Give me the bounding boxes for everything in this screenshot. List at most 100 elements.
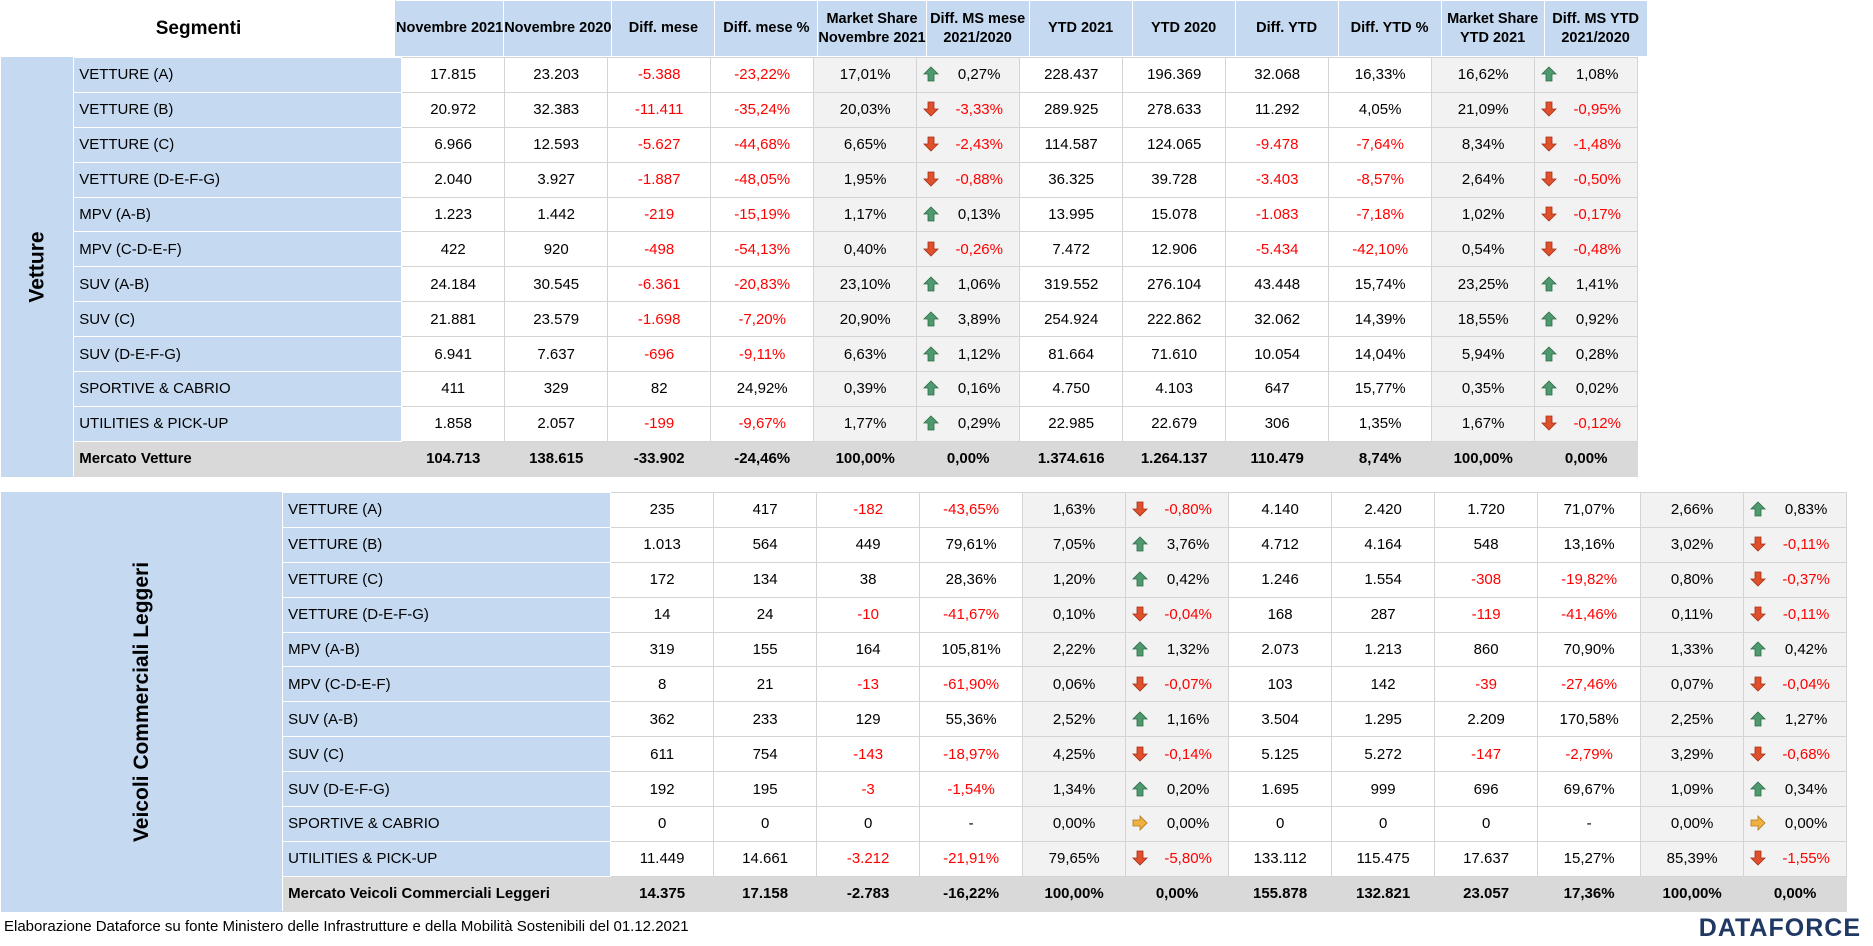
- arrow-down-icon: [1750, 536, 1767, 552]
- ms-diff-cell: -0,04%: [1743, 666, 1848, 703]
- col-header: Diff. MS YTD 2021/2020: [1543, 0, 1648, 57]
- value-cell: 15.078: [1122, 196, 1227, 233]
- ms-diff-value: -0,04%: [1782, 675, 1830, 693]
- ms-diff-cell: 0,27%: [916, 57, 1021, 93]
- ms-diff-cell: 1,41%: [1534, 266, 1639, 303]
- value-cell: 1.720: [1434, 492, 1539, 528]
- value-cell: -119: [1434, 596, 1539, 633]
- ms-diff-value: -0,95%: [1573, 101, 1621, 119]
- value-cell: 920: [504, 231, 609, 268]
- value-cell: 0,07%: [1640, 666, 1745, 703]
- value-cell: 1.442: [504, 196, 609, 233]
- ms-diff-value: 0,13%: [957, 206, 1001, 223]
- table-row: VETTURE (B) 1.013 564 449 79,61% 7,05% 3,76% 4.…: [2, 526, 1848, 563]
- ms-diff-value: -0,68%: [1782, 745, 1830, 763]
- value-cell: -18,97%: [919, 736, 1024, 773]
- value-cell: 17.815: [401, 57, 506, 93]
- value-cell: 21: [713, 666, 818, 703]
- value-cell: -7,18%: [1328, 196, 1433, 233]
- value-cell: 1.246: [1228, 561, 1333, 598]
- arrow-up-icon: [923, 345, 940, 361]
- total-value: 0,00%: [1743, 875, 1848, 912]
- arrow-down-icon: [1132, 746, 1149, 762]
- value-cell: 4.103: [1122, 371, 1227, 407]
- value-cell: 20,03%: [813, 91, 918, 128]
- value-cell: 2,25%: [1640, 701, 1745, 738]
- ms-diff-cell: 1,32%: [1125, 631, 1230, 668]
- ms-diff-cell: -0,37%: [1743, 561, 1848, 598]
- value-cell: 2.040: [401, 161, 506, 198]
- value-cell: -42,10%: [1328, 231, 1433, 268]
- value-cell: 22.679: [1122, 405, 1227, 442]
- value-cell: 196.369: [1122, 57, 1227, 93]
- value-cell: -5.627: [607, 126, 712, 163]
- value-cell: 20,90%: [813, 301, 918, 338]
- ms-diff-value: -0,11%: [1782, 536, 1830, 554]
- value-cell: 0,00%: [1640, 806, 1745, 842]
- value-cell: 1,63%: [1022, 492, 1127, 528]
- ms-diff-cell: 1,12%: [916, 336, 1021, 373]
- value-cell: 23,25%: [1431, 266, 1536, 303]
- value-cell: 55,36%: [919, 701, 1024, 738]
- value-cell: 24.184: [401, 266, 506, 303]
- value-cell: -182: [816, 492, 921, 528]
- ms-diff-value: 1,27%: [1784, 710, 1828, 728]
- value-cell: 14.661: [713, 840, 818, 877]
- value-cell: -9,11%: [710, 336, 815, 373]
- segment-name: UTILITIES & PICK-UP: [73, 405, 403, 442]
- value-cell: 23.579: [504, 301, 609, 338]
- value-cell: 329: [504, 371, 609, 407]
- value-cell: 319.552: [1019, 266, 1124, 303]
- value-cell: 564: [713, 526, 818, 563]
- value-cell: 2.209: [1434, 701, 1539, 738]
- total-value: 0,00%: [916, 440, 1021, 477]
- value-cell: 15,77%: [1328, 371, 1433, 407]
- total-value: 100,00%: [1640, 875, 1745, 912]
- value-cell: -41,67%: [919, 596, 1024, 633]
- ms-diff-cell: -0,50%: [1534, 161, 1639, 198]
- value-cell: 15,74%: [1328, 266, 1433, 303]
- value-cell: 0: [1434, 806, 1539, 842]
- value-cell: 4.164: [1331, 526, 1436, 563]
- value-cell: 3,29%: [1640, 736, 1745, 773]
- value-cell: 319: [610, 631, 715, 668]
- group-label: Veicoli Commerciali Leggeri: [0, 492, 284, 912]
- arrow-down-icon: [923, 171, 940, 187]
- total-value: -16,22%: [919, 875, 1024, 912]
- header-row: Segmenti Novembre 2021 Novembre 2020 Diff.…: [1, 0, 1648, 57]
- value-cell: 5.125: [1228, 736, 1333, 773]
- arrow-up-icon: [923, 380, 940, 396]
- value-cell: 14,04%: [1328, 336, 1433, 373]
- value-cell: -44,68%: [710, 126, 815, 163]
- ms-diff-cell: -0,07%: [1125, 666, 1230, 703]
- value-cell: -1.698: [607, 301, 712, 338]
- arrow-up-icon: [923, 276, 940, 292]
- segment-name: VETTURE (A): [282, 492, 612, 528]
- arrow-up-icon: [923, 415, 940, 431]
- value-cell: 3.927: [504, 161, 609, 198]
- value-cell: -5.434: [1225, 231, 1330, 268]
- source-note: Elaborazione Dataforce su fonte Minister…: [4, 918, 689, 935]
- value-cell: 449: [816, 526, 921, 563]
- segment-name: VETTURE (D-E-F-G): [282, 596, 612, 633]
- value-cell: 4.750: [1019, 371, 1124, 407]
- segment-name: SUV (C): [73, 301, 403, 338]
- ms-diff-cell: 0,00%: [1125, 806, 1230, 842]
- arrow-right-icon: [1132, 815, 1148, 832]
- col-header: YTD 2020: [1131, 0, 1236, 57]
- ms-diff-value: -2,43%: [955, 136, 1003, 154]
- value-cell: 124.065: [1122, 126, 1227, 163]
- arrow-up-icon: [1132, 536, 1149, 552]
- col-header: Diff. YTD: [1234, 0, 1339, 57]
- arrow-up-icon: [1132, 711, 1149, 727]
- value-cell: -3.212: [816, 840, 921, 877]
- value-cell: 32.383: [504, 91, 609, 128]
- value-cell: -2,79%: [1537, 736, 1642, 773]
- value-cell: 0: [816, 806, 921, 842]
- value-cell: 411: [401, 371, 506, 407]
- total-value: 100,00%: [1022, 875, 1127, 912]
- value-cell: 114.587: [1019, 126, 1124, 163]
- value-cell: 172: [610, 561, 715, 598]
- value-cell: 79,61%: [919, 526, 1024, 563]
- lcv-table: Veicoli Commerciali Leggeri VETTURE (A) 23…: [0, 492, 1848, 912]
